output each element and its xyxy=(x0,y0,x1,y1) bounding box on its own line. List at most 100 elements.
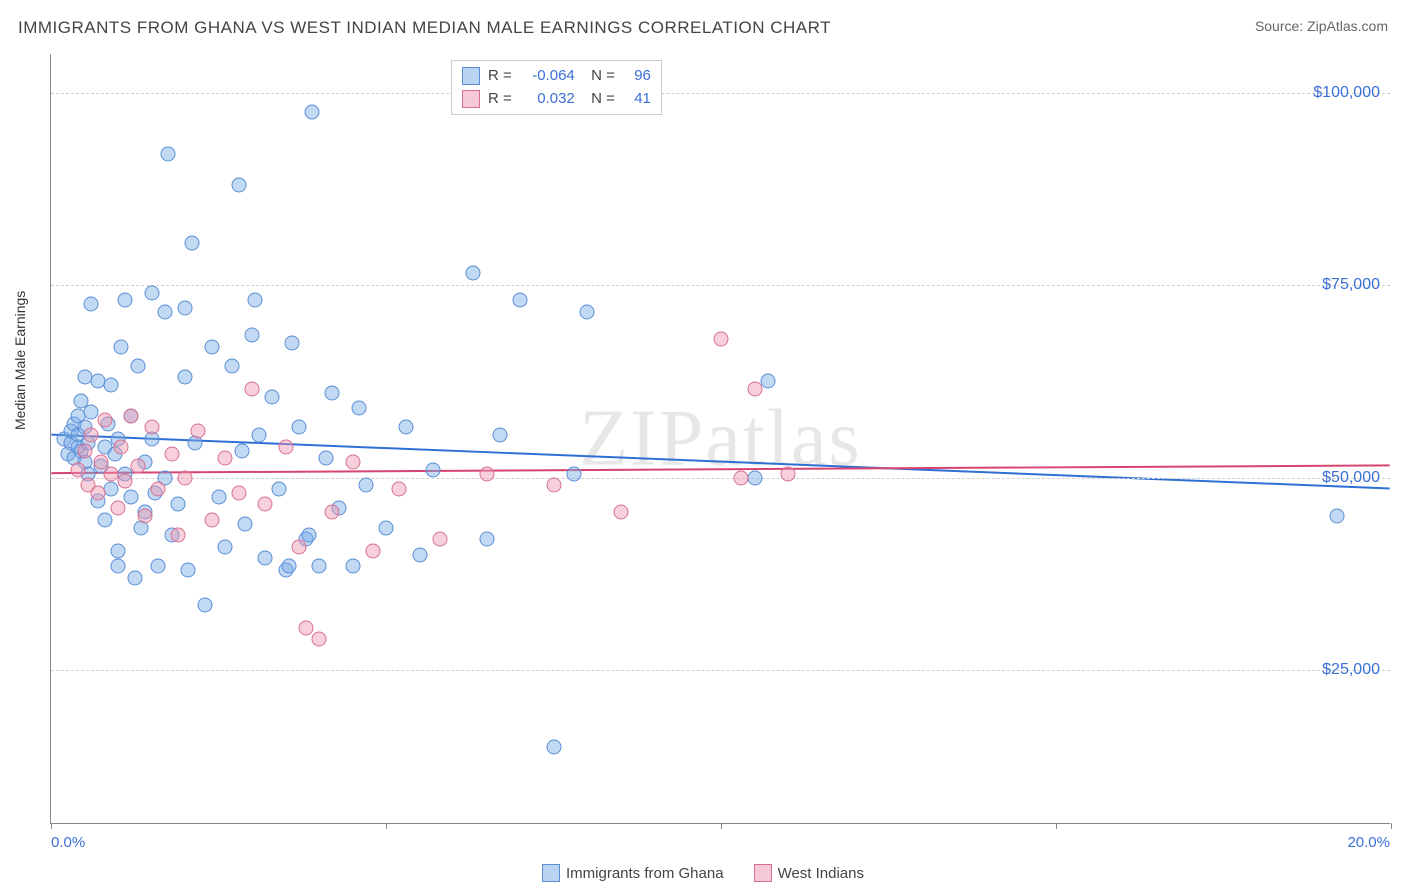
data-point xyxy=(566,466,581,481)
data-point xyxy=(178,301,193,316)
data-point xyxy=(781,466,796,481)
data-point xyxy=(714,331,729,346)
data-point xyxy=(90,485,105,500)
y-tick-label: $25,000 xyxy=(1322,661,1380,679)
data-point xyxy=(84,428,99,443)
data-point xyxy=(231,177,246,192)
data-point xyxy=(513,293,528,308)
data-point xyxy=(412,547,427,562)
data-point xyxy=(161,147,176,162)
data-point xyxy=(144,285,159,300)
data-point xyxy=(248,293,263,308)
data-point xyxy=(151,559,166,574)
data-point xyxy=(258,551,273,566)
series-legend: Immigrants from Ghana West Indians xyxy=(542,864,864,882)
data-point xyxy=(352,401,367,416)
data-point xyxy=(245,381,260,396)
data-point xyxy=(747,381,762,396)
data-point xyxy=(114,439,129,454)
data-point xyxy=(546,478,561,493)
data-point xyxy=(734,470,749,485)
data-point xyxy=(298,620,313,635)
data-point xyxy=(613,505,628,520)
data-point xyxy=(198,597,213,612)
data-point xyxy=(84,297,99,312)
r-label: R = xyxy=(488,65,512,88)
chart-title: IMMIGRANTS FROM GHANA VS WEST INDIAN MED… xyxy=(18,18,831,38)
y-tick-label: $50,000 xyxy=(1322,469,1380,487)
data-point xyxy=(131,358,146,373)
data-point xyxy=(178,470,193,485)
data-point xyxy=(178,370,193,385)
data-point xyxy=(104,482,119,497)
data-point xyxy=(234,443,249,458)
data-point xyxy=(312,632,327,647)
data-point xyxy=(285,335,300,350)
y-tick-label: $75,000 xyxy=(1322,276,1380,294)
data-point xyxy=(238,516,253,531)
data-point xyxy=(151,482,166,497)
data-point xyxy=(114,339,129,354)
trend-line xyxy=(51,435,1389,489)
trend-line xyxy=(51,465,1389,473)
data-point xyxy=(345,559,360,574)
data-point xyxy=(127,570,142,585)
data-point xyxy=(345,455,360,470)
legend-swatch xyxy=(542,864,560,882)
data-point xyxy=(479,466,494,481)
data-point xyxy=(258,497,273,512)
data-point xyxy=(291,420,306,435)
data-point xyxy=(104,378,119,393)
data-point xyxy=(291,539,306,554)
data-point xyxy=(325,385,340,400)
data-point xyxy=(365,543,380,558)
data-point xyxy=(1330,509,1345,524)
data-point xyxy=(97,512,112,527)
data-point xyxy=(171,497,186,512)
scatter-chart: ZIPatlas R =-0.064 N =96R =0.032 N =41 $… xyxy=(50,54,1390,824)
legend-swatch xyxy=(462,67,480,85)
data-point xyxy=(157,304,172,319)
gridline xyxy=(51,478,1390,479)
data-point xyxy=(466,266,481,281)
gridline xyxy=(51,670,1390,671)
data-point xyxy=(124,408,139,423)
data-point xyxy=(281,559,296,574)
correlation-legend: R =-0.064 N =96R =0.032 N =41 xyxy=(451,60,662,115)
gridline xyxy=(51,93,1390,94)
data-point xyxy=(218,539,233,554)
data-point xyxy=(164,447,179,462)
r-label: R = xyxy=(488,88,512,111)
x-max-label: 20.0% xyxy=(1347,834,1390,851)
data-point xyxy=(747,470,762,485)
x-min-label: 0.0% xyxy=(51,834,85,851)
x-tick xyxy=(1056,823,1057,829)
r-value: -0.064 xyxy=(520,65,575,88)
data-point xyxy=(204,512,219,527)
legend-item: West Indians xyxy=(754,864,864,882)
watermark: ZIPatlas xyxy=(579,393,862,484)
data-point xyxy=(111,543,126,558)
data-point xyxy=(580,304,595,319)
data-point xyxy=(358,478,373,493)
data-point xyxy=(218,451,233,466)
data-point xyxy=(131,458,146,473)
data-point xyxy=(117,474,132,489)
data-point xyxy=(546,740,561,755)
data-point xyxy=(111,559,126,574)
data-point xyxy=(312,559,327,574)
legend-swatch xyxy=(754,864,772,882)
legend-label: Immigrants from Ghana xyxy=(566,865,724,882)
legend-swatch xyxy=(462,90,480,108)
data-point xyxy=(77,443,92,458)
data-point xyxy=(305,104,320,119)
data-point xyxy=(70,462,85,477)
y-tick-label: $100,000 xyxy=(1313,84,1380,102)
x-tick xyxy=(1391,823,1392,829)
data-point xyxy=(204,339,219,354)
data-point xyxy=(137,509,152,524)
data-point xyxy=(117,293,132,308)
data-point xyxy=(171,528,186,543)
data-point xyxy=(392,482,407,497)
n-value: 96 xyxy=(623,65,651,88)
